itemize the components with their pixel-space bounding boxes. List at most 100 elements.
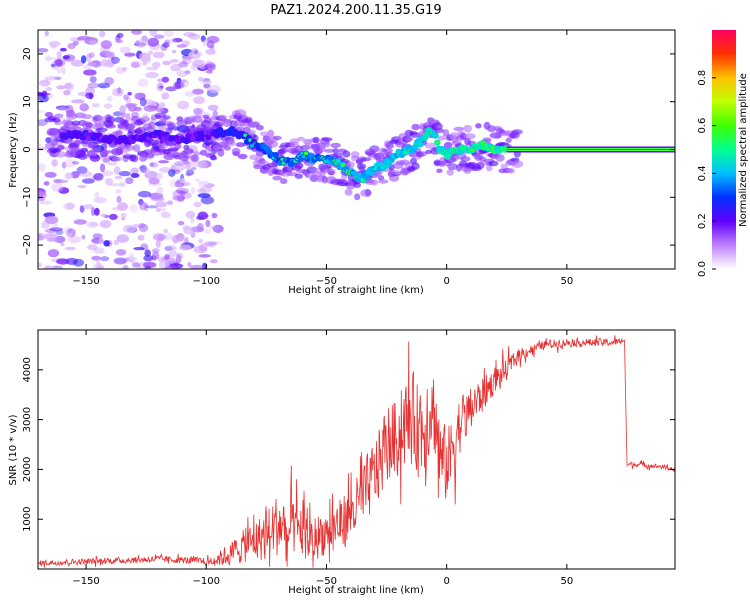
noise-blob bbox=[116, 195, 122, 203]
noise-blob bbox=[144, 266, 151, 269]
noise-blob bbox=[177, 235, 190, 244]
noise-blob bbox=[77, 35, 92, 41]
ridge-halo bbox=[235, 142, 246, 148]
noise-blob bbox=[152, 233, 167, 241]
noise-blob bbox=[88, 52, 95, 58]
ridge-halo bbox=[495, 154, 505, 162]
noise-blob bbox=[201, 80, 213, 85]
ridge-halo bbox=[364, 188, 372, 197]
noise-blob bbox=[166, 200, 174, 206]
noise-blob bbox=[165, 86, 177, 92]
ridge-halo bbox=[385, 141, 395, 150]
ridge-halo bbox=[404, 136, 414, 142]
ridge-halo bbox=[158, 118, 167, 125]
noise-blob bbox=[157, 78, 163, 83]
noise-blob bbox=[166, 257, 178, 264]
ridge-halo bbox=[446, 169, 454, 176]
noise-blob bbox=[71, 99, 85, 104]
noise-blob bbox=[156, 82, 164, 92]
ridge-halo bbox=[409, 132, 422, 138]
noise-blob bbox=[170, 59, 179, 63]
noise-blob bbox=[116, 32, 124, 38]
noise-blob bbox=[198, 254, 211, 258]
noise-blob bbox=[164, 39, 170, 45]
ridge-halo bbox=[411, 123, 420, 131]
noise-blob bbox=[99, 30, 106, 38]
noise-blob bbox=[60, 47, 67, 52]
noise-blob bbox=[45, 57, 58, 60]
noise-blob bbox=[115, 249, 127, 256]
noise-blob bbox=[163, 245, 177, 251]
noise-blob bbox=[56, 85, 66, 90]
snr-panel: −150 −100 −50 0 50 1000 2000 3000 4000 Height of… bbox=[8, 329, 676, 596]
ridge-halo bbox=[231, 147, 241, 156]
snr-line bbox=[38, 335, 675, 568]
noise-blob bbox=[98, 237, 104, 244]
noise-blob bbox=[93, 263, 104, 269]
ridge-halo bbox=[370, 179, 379, 186]
noise-blob bbox=[186, 169, 195, 176]
noise-blob bbox=[106, 95, 113, 102]
ridge-halo bbox=[162, 115, 171, 120]
noise-blob bbox=[112, 87, 124, 97]
noise-blob bbox=[190, 264, 204, 269]
noise-blob bbox=[46, 238, 59, 242]
ridge-halo bbox=[253, 164, 263, 170]
noise-blob bbox=[145, 205, 158, 209]
ridge-halo bbox=[166, 122, 176, 127]
noise-blob bbox=[105, 59, 115, 68]
noise-blob bbox=[87, 244, 98, 251]
noise-blob bbox=[127, 91, 132, 96]
noise-blob bbox=[44, 111, 54, 118]
noise-blob bbox=[119, 46, 131, 54]
noise-blob bbox=[63, 158, 76, 168]
y-tick-label: 3000 bbox=[22, 407, 33, 432]
ridge-halo bbox=[106, 116, 116, 124]
noise-blob bbox=[113, 111, 123, 117]
ridge-halo bbox=[221, 118, 234, 124]
noise-blob bbox=[85, 53, 92, 62]
noise-blob bbox=[49, 227, 64, 232]
noise-blob bbox=[149, 162, 159, 168]
ridge-halo bbox=[321, 137, 333, 142]
x-tick-label: −150 bbox=[72, 276, 99, 287]
ridge-halo bbox=[105, 124, 116, 129]
noise-blob bbox=[200, 35, 206, 43]
ridge-halo bbox=[205, 153, 216, 158]
noise-blob bbox=[190, 48, 199, 55]
noise-blob bbox=[82, 178, 95, 184]
stable-tone-band bbox=[506, 149, 675, 150]
noise-blob bbox=[107, 162, 117, 166]
noise-blob bbox=[133, 106, 142, 112]
ridge-halo bbox=[199, 149, 208, 156]
noise-blob bbox=[182, 57, 192, 65]
ridge-peak bbox=[458, 150, 463, 154]
ridge-halo bbox=[219, 114, 228, 120]
noise-blob bbox=[81, 234, 86, 240]
ridge-halo bbox=[191, 153, 199, 162]
noise-blob bbox=[39, 79, 51, 87]
noise-blob bbox=[175, 254, 182, 264]
noise-blob bbox=[144, 170, 158, 180]
ridge-halo bbox=[267, 129, 275, 138]
ridge-peak bbox=[340, 163, 346, 167]
noise-blob bbox=[87, 62, 97, 67]
noise-blob bbox=[140, 164, 148, 174]
ridge-halo bbox=[158, 124, 167, 132]
noise-blob bbox=[148, 105, 156, 109]
noise-blob bbox=[43, 181, 50, 186]
noise-blob bbox=[192, 107, 204, 114]
noise-blob bbox=[115, 189, 122, 194]
noise-blob bbox=[44, 55, 53, 63]
noise-blob bbox=[60, 242, 65, 247]
x-tick-label: 50 bbox=[560, 276, 573, 287]
noise-blob bbox=[51, 182, 64, 192]
noise-blob bbox=[114, 175, 123, 180]
x-tick-label: 0 bbox=[443, 576, 449, 587]
noise-blob bbox=[86, 221, 99, 229]
ridge-halo bbox=[66, 112, 78, 120]
noise-blob bbox=[100, 163, 106, 172]
snr-background bbox=[38, 330, 675, 569]
ridge-halo bbox=[475, 123, 482, 129]
ridge-halo bbox=[85, 121, 93, 129]
